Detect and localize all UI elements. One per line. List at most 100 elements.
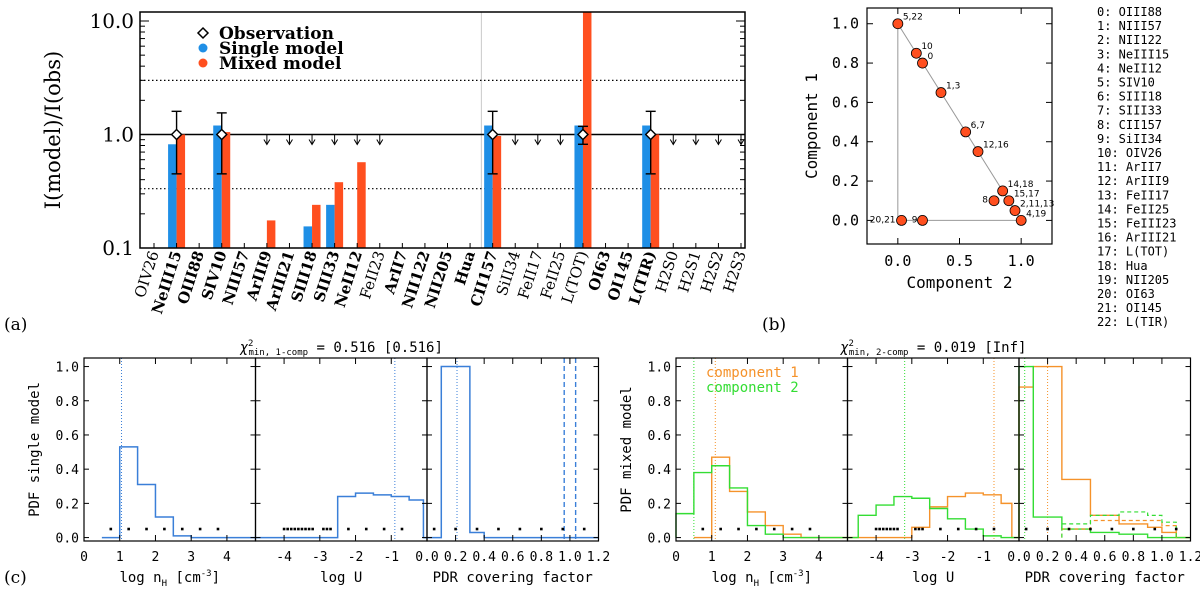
legend-component-2: component 2 <box>706 380 799 396</box>
grid-dot <box>561 527 565 531</box>
x-axis-label: log nH [cm-3] <box>119 569 220 589</box>
y-axis-label: I(model)/I(obs) <box>41 51 65 209</box>
histogram-comp2 <box>675 465 848 539</box>
point-label: 5,22 <box>903 13 923 23</box>
point-6,7: 6,7 <box>960 121 985 138</box>
x-tick-label: 3 <box>779 550 787 565</box>
arrow-head <box>376 139 384 146</box>
bar-mixed-CII157 <box>492 135 502 248</box>
point-label: 0 <box>928 52 934 62</box>
x-tick-label: 0.2 <box>444 550 467 565</box>
point-2,11,13: 2,11,13 <box>1009 200 1054 216</box>
grid-dot <box>1046 527 1049 531</box>
upper-limit-arrow-FeII25 <box>556 134 564 146</box>
x-axis-label: Component 2 <box>907 273 1013 292</box>
index-legend-item: 18: Hua <box>1097 259 1148 273</box>
bar-single-SIV10 <box>213 125 222 248</box>
single-model-pdf-chart: χ2 min, 1-comp = 0.516 [0.516] PDF single … <box>27 339 610 589</box>
panel-label-b: (b) <box>762 315 786 335</box>
x-tick-label: 0.6 <box>501 550 524 565</box>
index-legend-item: 16: ArIII21 <box>1097 231 1176 245</box>
point-marker <box>917 57 928 69</box>
bar-mixed-SIII33 <box>334 182 344 248</box>
point-label: 1,3 <box>946 82 960 92</box>
x-tick-label: 0.8 <box>1122 550 1145 565</box>
index-legend-item: 15: FeIII23 <box>1097 217 1176 231</box>
grid-dot <box>127 527 130 531</box>
grid-dot <box>701 527 705 531</box>
observation-marker <box>576 128 589 141</box>
x-tick-label: 0.2 <box>1036 550 1059 565</box>
grid-dot <box>1024 527 1028 531</box>
x-tick-label: 0.6 <box>1093 550 1116 565</box>
point-0: 0 <box>917 52 934 69</box>
grid-dot <box>772 527 776 531</box>
grid-dot <box>939 527 942 531</box>
arrow-head <box>714 139 722 146</box>
y-tick-label: 0.0 <box>648 532 671 547</box>
x-tick-label: -1 <box>383 550 399 565</box>
grid-dot <box>719 527 722 531</box>
x-tick-label: 1 <box>708 550 716 565</box>
x-tick-label: -2 <box>348 550 364 565</box>
grid-dot <box>878 527 881 531</box>
grid-dot <box>382 527 386 531</box>
point-8: 8 <box>982 195 1000 207</box>
observation-NeIII15 <box>170 110 183 175</box>
bar-single-SIII33 <box>326 204 335 248</box>
grid-dot <box>311 527 314 531</box>
y-tick-label: 0.8 <box>648 395 671 410</box>
histogram-comp2 <box>1018 365 1191 539</box>
arrow-head <box>556 139 564 146</box>
observation-marker <box>170 128 183 141</box>
grid-dot <box>432 527 436 531</box>
point-label: 15,17 <box>1014 190 1040 200</box>
x-tick-label: 0.0 <box>884 252 911 270</box>
x-axis-label: PDR covering factor <box>433 570 593 586</box>
index-legend-item: 14: FeII25 <box>1097 202 1169 216</box>
y-tick-label: 0.2 <box>56 497 79 512</box>
point-label: 20,21 <box>870 215 896 225</box>
point-marker <box>935 87 947 98</box>
index-legend-item: 0: OIII88 <box>1097 5 1162 19</box>
subpanel-1: -4 -3 -2 -1 log U <box>846 357 1020 586</box>
arrow-head <box>308 139 316 146</box>
index-legend-item: 8: CII157 <box>1097 118 1162 132</box>
grid-dot <box>1089 527 1092 531</box>
grid-dot <box>325 527 329 531</box>
point-marker <box>892 18 904 30</box>
subpanel-frame <box>426 357 600 542</box>
mixed-model-pdf-chart: χ2 min, 2-comp = 0.019 [Inf] PDF mixed mod… <box>619 339 1200 589</box>
point-marker <box>1009 205 1021 216</box>
grid-dot <box>755 527 758 531</box>
x-tick-label: 0.4 <box>472 550 496 565</box>
grid-dot <box>304 527 307 531</box>
point-marker <box>917 214 928 226</box>
observation-marker <box>215 128 228 141</box>
x-tick-label: -2 <box>940 550 956 565</box>
bar-mixed-NeIII15 <box>176 134 186 248</box>
index-legend-item: 11: ArII7 <box>1097 160 1162 174</box>
index-legend-item: 4: NeII12 <box>1097 61 1162 75</box>
bar-single-SIII18 <box>303 226 313 248</box>
y-tick-label: 0.8 <box>832 54 859 72</box>
x-tick-label: 0.0 <box>1007 550 1030 565</box>
point-marker <box>988 195 1000 207</box>
x-tick-label: 0.8 <box>530 550 553 565</box>
grid-dot <box>364 527 368 531</box>
grid-dot <box>145 527 148 531</box>
histogram-comp2 <box>847 495 1019 539</box>
upper-limit-arrow-H2S0 <box>669 134 677 146</box>
grid-dot <box>874 527 878 531</box>
observation-L(TOT) <box>576 125 589 145</box>
x-tick-label: 0.4 <box>1064 550 1088 565</box>
histogram-single <box>255 492 427 539</box>
upper-limit-arrow-FeII17 <box>534 134 542 146</box>
grid-dot <box>917 527 921 531</box>
subpanel-frame <box>83 357 257 542</box>
y-tick-label: 1.0 <box>648 361 671 376</box>
component-scatter-chart: 0.0 0.5 1.0 0.0 0.2 0.4 0.6 0.8 1.0 Component 2 Co… <box>802 5 1176 329</box>
histogram-single <box>427 365 599 539</box>
panel-label-a: (a) <box>4 315 27 335</box>
